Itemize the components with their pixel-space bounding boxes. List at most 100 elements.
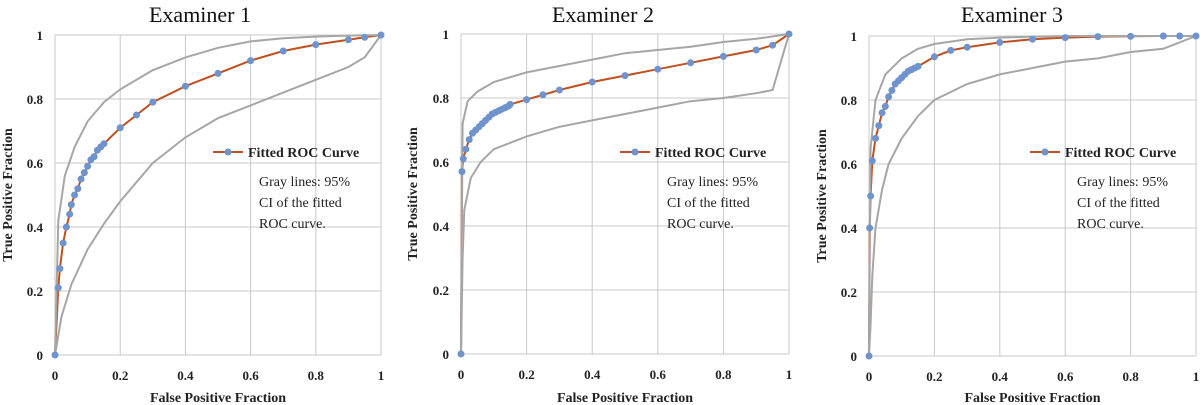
y-tick-label: 1 [443, 27, 450, 42]
legend-label: Fitted ROC Curve [248, 146, 359, 161]
ci-bound-line [54, 34, 382, 356]
x-tick-label: 0.8 [1122, 369, 1139, 384]
x-axis-title: False Positive Fraction [964, 391, 1100, 405]
x-tick-label: 1 [1193, 369, 1200, 384]
roc-data-point [247, 57, 255, 65]
y-tick-label: 0.6 [27, 156, 44, 171]
roc-data-point [687, 59, 695, 67]
x-tick-label: 0 [866, 369, 873, 384]
x-tick-label: 0 [52, 368, 59, 383]
roc-data-point [458, 168, 466, 176]
roc-data-point [66, 210, 74, 218]
x-tick-label: 0.8 [715, 367, 732, 382]
roc-data-point [80, 169, 88, 177]
chart-panel-1: 0 0.2 0.4 0.6 0.8 1 0 0.2 0.4 0.6 0.8 1 Examiner 1 Fa… [1, 2, 385, 405]
roc-data-point [654, 65, 662, 73]
legend-marker [224, 148, 232, 156]
y-tick-label: 0.8 [841, 93, 858, 108]
chart-title: Examiner 3 [961, 2, 1063, 27]
roc-data-point [279, 47, 287, 55]
roc-data-point [947, 46, 955, 54]
roc-data-point [885, 93, 893, 101]
roc-data-point [506, 100, 514, 108]
x-tick-label: 0.2 [112, 368, 128, 383]
legend-label: Fitted ROC Curve [1065, 146, 1176, 161]
roc-data-point [459, 155, 467, 163]
roc-data-point [312, 41, 320, 49]
roc-data-point [621, 72, 629, 80]
roc-data-point [1192, 32, 1200, 40]
roc-data-point [149, 98, 157, 106]
roc-data-point [77, 175, 85, 183]
y-tick-label: 0 [851, 349, 858, 364]
ci-bound-line [868, 35, 1197, 357]
chart-panel-2: 0 0.2 0.4 0.6 0.8 1 0 0.2 0.4 0.6 0.8 1 Examiner 2 Fa… [406, 2, 793, 405]
x-tick-label: 0.4 [177, 368, 194, 383]
y-tick-label: 0 [443, 347, 450, 362]
roc-data-point [1159, 32, 1167, 40]
roc-data-point [457, 350, 465, 358]
x-axis-title: False Positive Fraction [557, 391, 693, 405]
roc-data-point [74, 185, 82, 193]
y-tick-label: 0.8 [433, 91, 450, 106]
x-tick-label: 0.4 [992, 369, 1009, 384]
roc-data-point [54, 284, 62, 292]
roc-data-point [1127, 32, 1135, 40]
roc-data-point [67, 201, 75, 209]
y-tick-label: 0.8 [27, 92, 44, 107]
roc-data-point [914, 62, 922, 70]
y-tick-label: 0.4 [27, 220, 44, 235]
roc-data-point [963, 43, 971, 51]
ci-bound-line [54, 34, 382, 356]
roc-data-point [90, 153, 98, 161]
ci-note-line: CI of the fitted [667, 196, 750, 211]
roc-data-point [865, 352, 873, 360]
x-tick-label: 0.2 [926, 369, 942, 384]
fitted-roc-line [54, 34, 382, 356]
roc-data-point [214, 69, 222, 77]
legend-marker [631, 148, 639, 156]
roc-data-point [868, 157, 876, 165]
chart-title: Examiner 1 [149, 2, 251, 27]
y-tick-label: 0.2 [841, 285, 857, 300]
chart-title: Examiner 2 [552, 2, 654, 27]
fitted-roc-line [460, 33, 790, 355]
roc-data-point [361, 33, 369, 41]
roc-data-point [56, 265, 64, 273]
ci-note-line: Gray lines: 95% [667, 175, 758, 190]
roc-data-point [51, 351, 59, 359]
ci-note-line: Gray lines: 95% [1077, 175, 1168, 190]
roc-data-point [866, 224, 874, 232]
x-tick-label: 0.2 [518, 367, 534, 382]
roc-data-point [539, 91, 547, 99]
roc-data-point [752, 46, 760, 54]
y-tick-label: 0 [37, 348, 44, 363]
chart-panel-3: 0 0.2 0.4 0.6 0.8 1 0 0.2 0.4 0.6 0.8 1 Examiner 3 Fa… [815, 2, 1200, 405]
roc-data-point [996, 38, 1004, 46]
ci-bound-line [460, 33, 790, 355]
roc-data-point [1029, 35, 1036, 43]
roc-data-point [878, 109, 886, 117]
roc-data-point [62, 223, 70, 231]
roc-data-point [181, 82, 189, 90]
roc-data-point [867, 192, 875, 200]
x-tick-label: 0.6 [1057, 369, 1074, 384]
y-tick-label: 0.6 [841, 157, 858, 172]
y-tick-label: 0.2 [27, 284, 43, 299]
x-tick-label: 0.8 [308, 368, 325, 383]
roc-data-point [71, 191, 79, 199]
ci-note-line: ROC curve. [667, 217, 734, 232]
x-tick-label: 1 [786, 367, 793, 382]
roc-data-point [344, 36, 352, 44]
y-tick-label: 0.4 [433, 219, 450, 234]
roc-data-point [116, 124, 124, 132]
roc-data-point [872, 134, 880, 142]
roc-data-point [588, 78, 596, 86]
roc-data-point [59, 239, 67, 247]
roc-data-point [523, 96, 531, 104]
y-tick-label: 0.6 [433, 155, 450, 170]
x-axis-title: False Positive Fraction [150, 391, 286, 405]
y-axis-title: True Positive Fraction [406, 127, 421, 261]
roc-data-point [462, 145, 470, 153]
